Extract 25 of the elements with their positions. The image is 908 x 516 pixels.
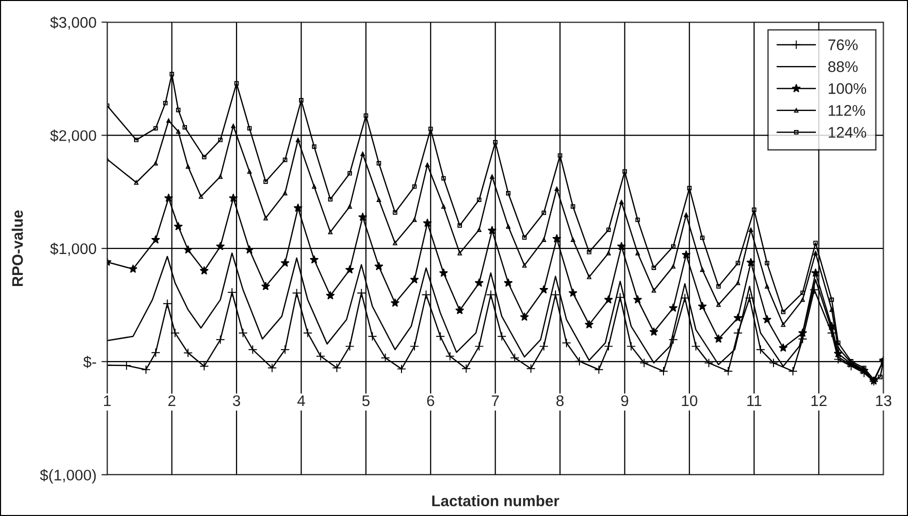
- x-tick-label: 2: [168, 395, 176, 406]
- legend-label: 124%: [828, 126, 866, 138]
- y-tick-label: $2,000: [50, 130, 96, 143]
- x-tick-label: 8: [556, 395, 564, 406]
- x-tick-label: 11: [747, 395, 762, 406]
- x-tick-label: 3: [232, 395, 240, 406]
- x-tick-label: 4: [297, 395, 306, 406]
- x-tick-label: 12: [811, 395, 827, 406]
- x-tick-label: 5: [362, 395, 370, 406]
- legend-label: 76%: [828, 39, 858, 50]
- y-tick-label: $(1,000): [40, 469, 96, 484]
- y-axis-title: RPO-value: [12, 210, 23, 286]
- y-tick-label: $1,000: [50, 242, 96, 256]
- x-tick-label: 1: [104, 395, 111, 406]
- x-tick-label: 9: [621, 395, 628, 406]
- legend-label: 112%: [828, 105, 866, 116]
- x-tick-label: 7: [492, 395, 499, 406]
- legend-label: 100%: [828, 83, 866, 94]
- x-tick-label: 6: [427, 395, 434, 406]
- x-tick-label: 13: [876, 395, 892, 406]
- x-axis-title: Lactation number: [432, 495, 560, 506]
- x-tick-label: 10: [682, 395, 698, 406]
- y-tick-label: $-: [83, 356, 96, 368]
- y-tick-label: $3,000: [50, 16, 96, 30]
- legend-label: 88%: [828, 61, 858, 72]
